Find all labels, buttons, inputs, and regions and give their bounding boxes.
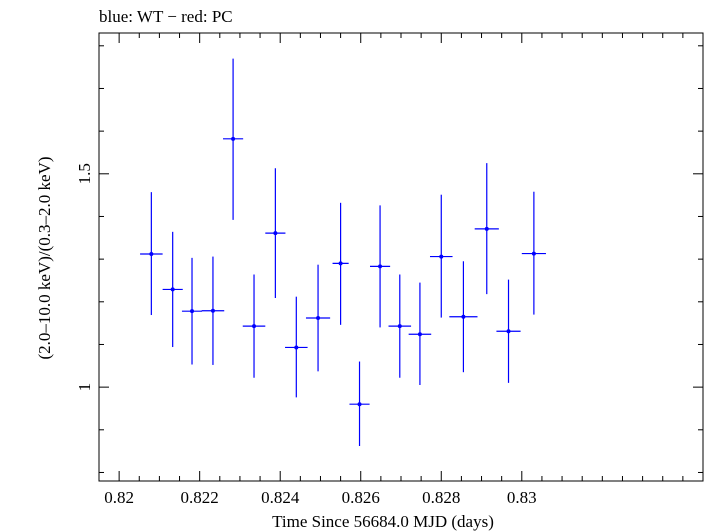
data-marker xyxy=(531,251,536,256)
x-tick-label: 0.822 xyxy=(181,488,219,507)
data-point xyxy=(474,163,499,295)
data-point xyxy=(408,282,432,385)
data-marker xyxy=(210,308,215,313)
data-point xyxy=(162,231,183,348)
data-point xyxy=(140,192,163,316)
data-point xyxy=(449,261,478,373)
data-marker xyxy=(231,136,236,141)
y-axis-label: (2.0–10.0 keV)/(0.3–2.0 keV) xyxy=(35,156,54,359)
data-marker xyxy=(294,345,299,350)
x-tick-label: 0.82 xyxy=(104,488,134,507)
data-marker xyxy=(439,254,444,259)
data-marker xyxy=(338,261,343,266)
data-point xyxy=(349,361,370,447)
data-point xyxy=(181,257,203,365)
y-tick-label: 1 xyxy=(75,383,94,392)
data-marker xyxy=(190,309,195,314)
x-tick-label: 0.824 xyxy=(261,488,300,507)
data-point xyxy=(369,205,391,328)
data-point xyxy=(429,194,453,318)
x-tick-label: 0.83 xyxy=(507,488,537,507)
x-tick-label: 0.826 xyxy=(342,488,380,507)
x-axis-label: Time Since 56684.0 MJD (days) xyxy=(272,512,494,531)
chart-title: blue: WT − red: PC xyxy=(99,7,233,26)
data-point xyxy=(223,58,244,220)
data-marker xyxy=(170,287,175,292)
data-marker xyxy=(273,231,278,236)
data-marker xyxy=(316,316,321,321)
data-point xyxy=(496,279,521,383)
data-marker xyxy=(506,329,511,334)
data-point xyxy=(242,274,266,378)
data-point xyxy=(388,274,412,378)
data-marker xyxy=(461,314,466,319)
data-marker xyxy=(252,324,257,329)
data-point xyxy=(265,168,286,298)
plot-frame xyxy=(98,32,704,482)
x-tick-label: 0.828 xyxy=(422,488,460,507)
y-tick-label: 1.5 xyxy=(75,163,94,184)
data-point xyxy=(285,296,308,398)
data-marker xyxy=(149,252,154,257)
data-marker xyxy=(357,402,362,407)
data-marker xyxy=(397,324,402,329)
data-marker xyxy=(378,264,383,269)
data-point xyxy=(332,202,349,325)
data-point xyxy=(201,256,225,365)
data-marker xyxy=(417,332,422,337)
data-layer xyxy=(140,58,546,447)
data-point xyxy=(305,264,331,372)
data-point xyxy=(521,191,546,315)
data-marker xyxy=(484,226,489,231)
tick-group: 0.82 0.822 0.824 0.826 0.828 0.83 1 1.5 xyxy=(75,33,704,507)
